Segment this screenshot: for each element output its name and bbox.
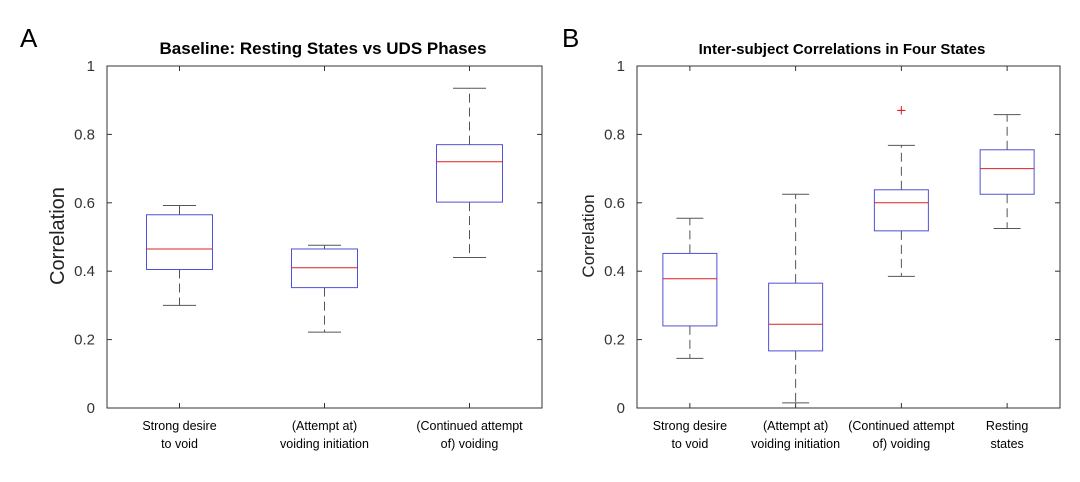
panel-b-category-label: Resting: [986, 419, 1028, 433]
panel-a-category-label: of) voiding: [441, 437, 499, 451]
panel-b-y-tick-label: 1: [617, 58, 625, 75]
panel-b-axes-frame: [636, 65, 1061, 409]
panel-b-box: [662, 252, 718, 327]
panel-a-y-tick-label: 1: [87, 58, 95, 75]
panel-b-y-tick-label: 0.8: [604, 126, 625, 143]
panel-b-category-label: Strong desire: [653, 419, 727, 433]
panel-a: A Baseline: Resting States vs UDS Phases…: [20, 23, 543, 451]
panel-a-category-label: Strong desire: [142, 419, 216, 433]
panel-a-box: [146, 214, 213, 270]
panel-b-category-label: states: [990, 437, 1023, 451]
panel-b-letter: B: [562, 23, 579, 53]
panel-a-category-label: voiding initiation: [280, 437, 369, 451]
panel-a-y-tick-label: 0.2: [74, 332, 95, 349]
panel-b-category-label: voiding initiation: [751, 437, 840, 451]
panel-b-y-axis-label: Correlation: [579, 194, 598, 277]
panel-b-category-label: (Continued attempt: [848, 419, 955, 433]
panel-b-category-label: (Attempt at): [763, 419, 828, 433]
panel-a-y-tick-label: 0.6: [74, 195, 95, 212]
panel-a-plot: 0 0.2 0.4 0.6 0.8 1 Strong desire to void (Attem…: [74, 58, 543, 451]
panel-a-y-tick-label: 0: [87, 400, 95, 417]
panel-b-category-label: to void: [671, 437, 708, 451]
panel-b-box: [979, 149, 1035, 195]
panel-b-plot: 0 0.2 0.4 0.6 0.8 1 Strong desire to void (Attem…: [604, 58, 1061, 451]
panel-a-box: [291, 248, 358, 289]
panel-b-category-label: of) voiding: [873, 437, 931, 451]
panel-a-axes-frame: [106, 65, 543, 409]
panel-b-y-tick-label: 0.6: [604, 195, 625, 212]
panel-b: B Inter-subject Correlations in Four Sta…: [562, 23, 1061, 451]
panel-b-box: [873, 189, 929, 232]
panel-b-y-tick-label: 0.2: [604, 332, 625, 349]
panel-a-y-axis-label: Correlation: [47, 187, 69, 285]
panel-a-letter: A: [20, 23, 38, 53]
panel-b-outlier-marker: +: [896, 103, 907, 118]
panel-a-box: [436, 144, 503, 203]
panel-a-y-tick-label: 0.8: [74, 126, 95, 143]
panel-b-title: Inter-subject Correlations in Four State…: [699, 41, 986, 58]
panel-b-y-tick-label: 0.4: [604, 263, 625, 280]
panel-a-category-label: to void: [161, 437, 198, 451]
panel-b-box: [768, 282, 824, 352]
panel-a-category-label: (Attempt at): [292, 419, 357, 433]
panel-b-y-tick-label: 0: [617, 400, 625, 417]
panel-a-title: Baseline: Resting States vs UDS Phases: [160, 39, 487, 58]
panel-a-category-label: (Continued attempt: [416, 419, 523, 433]
panel-a-y-tick-label: 0.4: [74, 263, 95, 280]
